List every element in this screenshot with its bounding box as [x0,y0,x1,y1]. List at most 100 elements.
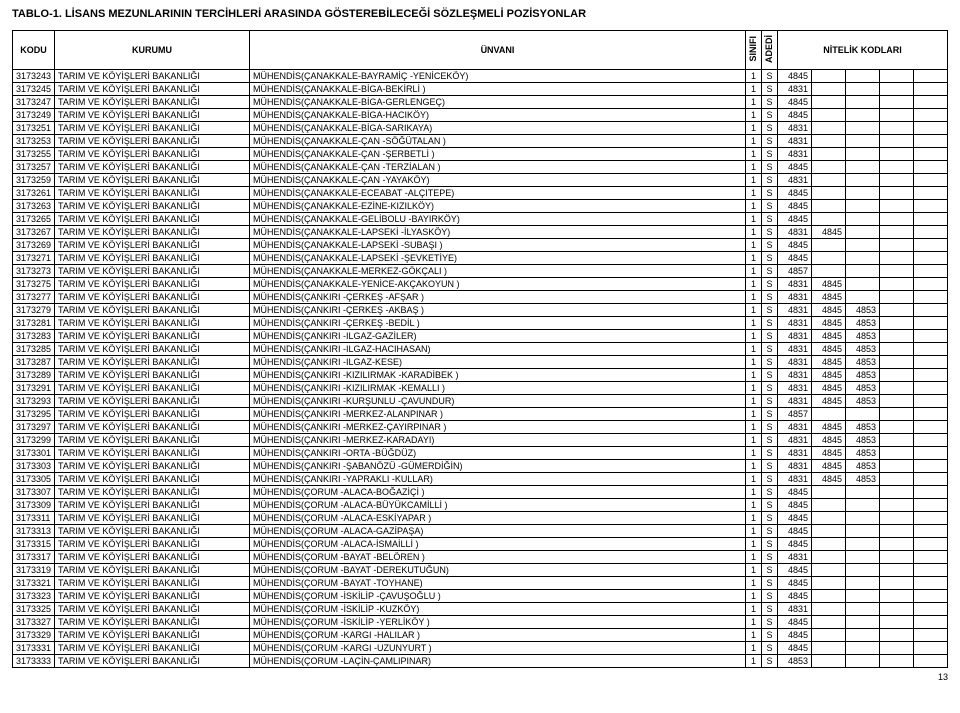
table-row: 3173313TARIM VE KÖYİŞLERİ BAKANLIĞIMÜHEN… [13,525,948,538]
cell-adedi: S [761,304,777,317]
cell-nitelik [845,213,879,226]
cell-nitelik [845,564,879,577]
cell-nitelik: 4853 [845,369,879,382]
cell-nitelik [845,239,879,252]
cell-adedi: S [761,356,777,369]
cell-nitelik: 4845 [777,109,811,122]
cell-adedi: S [761,538,777,551]
cell-kurumu: TARIM VE KÖYİŞLERİ BAKANLIĞI [55,655,250,668]
cell-nitelik [845,148,879,161]
cell-adedi: S [761,486,777,499]
cell-nitelik: 4831 [777,473,811,486]
cell-kurumu: TARIM VE KÖYİŞLERİ BAKANLIĞI [55,83,250,96]
cell-nitelik: 4857 [777,408,811,421]
cell-kurumu: TARIM VE KÖYİŞLERİ BAKANLIĞI [55,96,250,109]
cell-sinifi: 1 [745,616,761,629]
cell-adedi: S [761,590,777,603]
cell-nitelik [913,603,947,616]
cell-adedi: S [761,616,777,629]
cell-kurumu: TARIM VE KÖYİŞLERİ BAKANLIĞI [55,70,250,83]
table-row: 3173307TARIM VE KÖYİŞLERİ BAKANLIĞIMÜHEN… [13,486,948,499]
cell-nitelik [811,616,845,629]
cell-nitelik: 4831 [777,135,811,148]
cell-nitelik [879,499,913,512]
cell-unvan: MÜHENDİS(ÇANKIRI -ORTA -BÜĞDÜZ) [250,447,746,460]
table-row: 3173257TARIM VE KÖYİŞLERİ BAKANLIĞIMÜHEN… [13,161,948,174]
cell-kurumu: TARIM VE KÖYİŞLERİ BAKANLIĞI [55,330,250,343]
cell-nitelik: 4845 [777,486,811,499]
table-title: TABLO-1. LİSANS MEZUNLARININ TERCİHLERİ … [12,8,948,20]
cell-nitelik [913,434,947,447]
cell-kurumu: TARIM VE KÖYİŞLERİ BAKANLIĞI [55,486,250,499]
cell-nitelik: 4831 [777,551,811,564]
cell-nitelik [913,226,947,239]
cell-kurumu: TARIM VE KÖYİŞLERİ BAKANLIĞI [55,421,250,434]
table-row: 3173255TARIM VE KÖYİŞLERİ BAKANLIĞIMÜHEN… [13,148,948,161]
cell-nitelik [845,252,879,265]
cell-nitelik [913,122,947,135]
cell-nitelik [879,343,913,356]
cell-kurumu: TARIM VE KÖYİŞLERİ BAKANLIĞI [55,265,250,278]
cell-nitelik: 4831 [777,330,811,343]
cell-sinifi: 1 [745,213,761,226]
cell-nitelik [913,512,947,525]
cell-nitelik: 4845 [777,187,811,200]
cell-adedi: S [761,395,777,408]
cell-nitelik [879,135,913,148]
cell-nitelik [845,499,879,512]
cell-sinifi: 1 [745,590,761,603]
cell-nitelik [811,213,845,226]
table-row: 3173259TARIM VE KÖYİŞLERİ BAKANLIĞIMÜHEN… [13,174,948,187]
cell-kurumu: TARIM VE KÖYİŞLERİ BAKANLIĞI [55,356,250,369]
cell-nitelik [811,655,845,668]
cell-nitelik [913,421,947,434]
cell-sinifi: 1 [745,109,761,122]
header-kurumu: KURUMU [55,31,250,70]
cell-nitelik [811,551,845,564]
cell-unvan: MÜHENDİS(ÇANKIRI -MERKEZ-ÇAYIRPINAR ) [250,421,746,434]
cell-kodu: 3173267 [13,226,55,239]
cell-unvan: MÜHENDİS(ÇANAKKALE-ÇAN -TERZİALAN ) [250,161,746,174]
cell-nitelik [879,408,913,421]
cell-kurumu: TARIM VE KÖYİŞLERİ BAKANLIĞI [55,525,250,538]
table-row: 3173319TARIM VE KÖYİŞLERİ BAKANLIĞIMÜHEN… [13,564,948,577]
cell-adedi: S [761,369,777,382]
table-row: 3173287TARIM VE KÖYİŞLERİ BAKANLIĞIMÜHEN… [13,356,948,369]
cell-nitelik: 4845 [811,278,845,291]
cell-kurumu: TARIM VE KÖYİŞLERİ BAKANLIĞI [55,382,250,395]
cell-sinifi: 1 [745,187,761,200]
cell-sinifi: 1 [745,122,761,135]
cell-kodu: 3173285 [13,343,55,356]
cell-nitelik [879,317,913,330]
cell-nitelik [879,239,913,252]
header-adedi: ADEDİ [761,31,777,70]
cell-nitelik: 4831 [777,174,811,187]
cell-sinifi: 1 [745,655,761,668]
table-row: 3173275TARIM VE KÖYİŞLERİ BAKANLIĞIMÜHEN… [13,278,948,291]
cell-kurumu: TARIM VE KÖYİŞLERİ BAKANLIĞI [55,278,250,291]
cell-adedi: S [761,122,777,135]
cell-unvan: MÜHENDİS(ÇANAKKALE-EZİNE-KIZILKÖY) [250,200,746,213]
cell-nitelik [879,96,913,109]
cell-kurumu: TARIM VE KÖYİŞLERİ BAKANLIĞI [55,499,250,512]
cell-nitelik [913,239,947,252]
cell-kodu: 3173331 [13,642,55,655]
cell-nitelik [845,187,879,200]
cell-kurumu: TARIM VE KÖYİŞLERİ BAKANLIĞI [55,174,250,187]
cell-kodu: 3173309 [13,499,55,512]
cell-kodu: 3173277 [13,291,55,304]
cell-nitelik [879,538,913,551]
cell-unvan: MÜHENDİS(ÇANKIRI -ILGAZ-GAZİLER) [250,330,746,343]
cell-nitelik [913,382,947,395]
cell-nitelik [845,512,879,525]
cell-sinifi: 1 [745,577,761,590]
cell-nitelik [913,70,947,83]
cell-adedi: S [761,473,777,486]
cell-nitelik: 4831 [777,83,811,96]
table-row: 3173273TARIM VE KÖYİŞLERİ BAKANLIĞIMÜHEN… [13,265,948,278]
cell-kodu: 3173317 [13,551,55,564]
cell-kodu: 3173291 [13,382,55,395]
cell-kurumu: TARIM VE KÖYİŞLERİ BAKANLIĞI [55,616,250,629]
table-row: 3173293TARIM VE KÖYİŞLERİ BAKANLIĞIMÜHEN… [13,395,948,408]
cell-kurumu: TARIM VE KÖYİŞLERİ BAKANLIĞI [55,161,250,174]
